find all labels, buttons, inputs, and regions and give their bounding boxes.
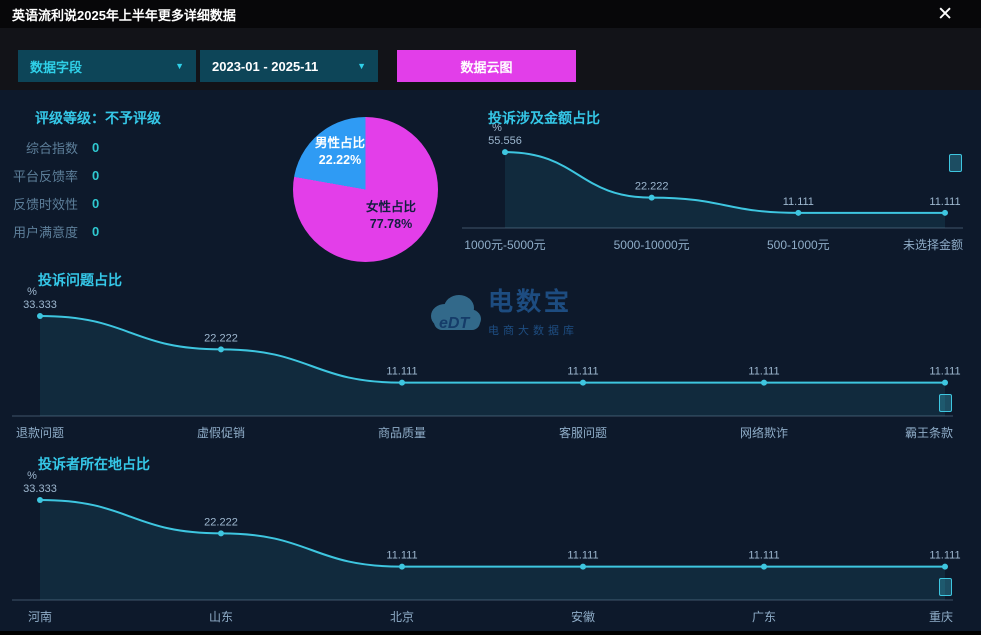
locations-chart-title: 投诉者所在地占比 xyxy=(38,456,150,472)
svg-text:河南: 河南 xyxy=(28,609,52,624)
date-range-dropdown[interactable]: 2023-01 - 2025-11 ▼ xyxy=(200,50,378,82)
data-cloud-button[interactable]: 数据云图 xyxy=(397,50,576,82)
rating-label: 平台反馈率 xyxy=(12,168,78,184)
field-dropdown-label: 数据字段 xyxy=(30,59,83,75)
date-range-label: 2023-01 - 2025-11 xyxy=(212,58,319,74)
pie-graphic[interactable] xyxy=(293,117,438,262)
rating-title: 评级等级：不予评级 xyxy=(35,110,161,126)
svg-text:500-1000元: 500-1000元 xyxy=(767,238,830,252)
svg-text:%: % xyxy=(27,286,37,298)
svg-text:11.111: 11.111 xyxy=(748,366,779,378)
issues-chart-title: 投诉问题占比 xyxy=(38,272,122,288)
rating-label: 反馈时效性 xyxy=(12,196,78,212)
titlebar: 英语流利说2025年上半年更多详细数据 ✕ xyxy=(0,0,981,28)
amount-chart-title: 投诉涉及金额占比 xyxy=(488,110,600,126)
svg-text:虚假促销: 虚假促销 xyxy=(197,426,245,440)
datazoom-handle[interactable] xyxy=(939,394,952,412)
rating-rows: 综合指数 0 平台反馈率 0 反馈时效性 0 用户满意度 0 xyxy=(10,133,99,245)
rating-row: 反馈时效性 0 xyxy=(10,189,99,217)
svg-text:未选择金额: 未选择金额 xyxy=(903,237,963,252)
svg-text:11.111: 11.111 xyxy=(567,550,598,562)
svg-text:客服问题: 客服问题 xyxy=(559,425,607,440)
pie-label-male: 男性占比 22.22% xyxy=(307,135,373,169)
svg-text:11.111: 11.111 xyxy=(748,550,779,562)
svg-text:5000-10000元: 5000-10000元 xyxy=(614,238,690,252)
rating-label: 综合指数 xyxy=(25,140,78,156)
svg-text:安徽: 安徽 xyxy=(571,609,595,624)
svg-text:网络欺诈: 网络欺诈 xyxy=(740,425,788,440)
svg-text:1000元-5000元: 1000元-5000元 xyxy=(464,238,545,252)
close-icon[interactable]: ✕ xyxy=(937,3,953,25)
svg-text:广东: 广东 xyxy=(752,610,776,624)
svg-text:33.333: 33.333 xyxy=(23,483,57,495)
svg-text:11.111: 11.111 xyxy=(386,550,417,562)
svg-text:%: % xyxy=(492,122,502,134)
rating-row: 平台反馈率 0 xyxy=(10,161,99,189)
svg-text:11.111: 11.111 xyxy=(929,366,960,378)
svg-text:11.111: 11.111 xyxy=(783,196,814,208)
pie-label-female: 女性占比 77.78% xyxy=(353,199,429,233)
chevron-down-icon: ▼ xyxy=(175,61,184,71)
pie-female-percent: 77.78% xyxy=(369,217,413,231)
rating-label: 用户满意度 xyxy=(12,224,78,240)
svg-text:55.556: 55.556 xyxy=(488,135,522,147)
rating-value: 0 xyxy=(92,223,100,239)
svg-text:33.333: 33.333 xyxy=(23,299,57,311)
rating-value: 0 xyxy=(92,195,100,211)
dashboard: 评级等级：不予评级 综合指数 0 平台反馈率 0 反馈时效性 0 用户满意度 0… xyxy=(0,90,981,631)
svg-text:11.111: 11.111 xyxy=(386,366,417,378)
rating-value: 0 xyxy=(92,167,100,183)
svg-text:退款问题: 退款问题 xyxy=(16,426,64,440)
gender-pie-chart[interactable]: 男性占比 22.22% 女性占比 77.78% xyxy=(293,115,438,265)
svg-text:11.111: 11.111 xyxy=(567,366,598,378)
svg-text:商品质量: 商品质量 xyxy=(378,425,426,440)
field-dropdown[interactable]: 数据字段 ▼ xyxy=(18,50,196,82)
svg-text:11.111: 11.111 xyxy=(929,550,960,562)
svg-text:%: % xyxy=(27,470,37,482)
svg-text:北京: 北京 xyxy=(390,610,414,624)
rating-row: 用户满意度 0 xyxy=(10,217,99,245)
chevron-down-icon: ▼ xyxy=(357,61,366,71)
pie-female-name: 女性占比 xyxy=(365,200,416,214)
issues-line-chart[interactable]: 投诉问题占比 33.333 22.222 11.111 11.111 11.111 11.… xyxy=(10,268,961,446)
svg-text:22.222: 22.222 xyxy=(204,332,238,344)
line-chart-canvas[interactable]: 33.333 22.222 11.111 11.111 11.111 11.111% 退款问… xyxy=(10,268,961,446)
window-title: 英语流利说2025年上半年更多详细数据 xyxy=(12,7,236,23)
line-chart-canvas[interactable]: 33.333 22.222 11.111 11.111 11.111 11.111% 河南 山… xyxy=(10,452,961,630)
datazoom-handle[interactable] xyxy=(939,578,952,596)
datazoom-handle[interactable] xyxy=(949,154,962,172)
pie-male-name: 男性占比 xyxy=(314,136,365,150)
rating-value: 0 xyxy=(92,139,100,155)
line-chart-canvas[interactable]: 55.556 22.222 11.111 11.111% 1000元-5000元 5000… xyxy=(460,106,965,258)
svg-text:重庆: 重庆 xyxy=(929,610,953,624)
svg-text:山东: 山东 xyxy=(209,610,233,624)
svg-text:11.111: 11.111 xyxy=(929,196,960,208)
amount-line-chart[interactable]: 投诉涉及金额占比 55.556 22.222 11.111 11.111% 1000元-… xyxy=(460,106,965,258)
svg-text:霸王条款: 霸王条款 xyxy=(905,426,953,440)
svg-text:22.222: 22.222 xyxy=(204,516,238,528)
rating-row: 综合指数 0 xyxy=(10,133,99,161)
svg-text:22.222: 22.222 xyxy=(635,181,669,193)
pie-male-percent: 22.22% xyxy=(318,153,362,167)
locations-line-chart[interactable]: 投诉者所在地占比 33.333 22.222 11.111 11.111 11.111 1… xyxy=(10,452,961,630)
